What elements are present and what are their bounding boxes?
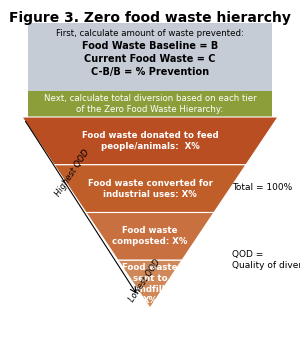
Text: Food waste donated to feed
people/animals:  X%: Food waste donated to feed people/animal… xyxy=(82,131,218,151)
Text: Food waste
composted: X%: Food waste composted: X% xyxy=(112,226,188,246)
Text: QOD =: QOD = xyxy=(232,250,263,260)
Polygon shape xyxy=(22,117,278,165)
Polygon shape xyxy=(54,165,246,212)
Text: Food waste
sent to
landfill:
X%: Food waste sent to landfill: X% xyxy=(122,263,178,305)
Text: Figure 3. Zero food waste hierarchy: Figure 3. Zero food waste hierarchy xyxy=(9,11,291,25)
Text: Lowest QOD: Lowest QOD xyxy=(128,258,162,304)
Polygon shape xyxy=(118,260,182,308)
Text: Highest QOD: Highest QOD xyxy=(53,148,91,198)
Text: Food Waste Baseline = B: Food Waste Baseline = B xyxy=(82,41,218,51)
Text: C-B/B = % Prevention: C-B/B = % Prevention xyxy=(91,67,209,77)
Text: Quality of diversion: Quality of diversion xyxy=(232,261,300,270)
Text: of the Zero Food Waste Hierarchy:: of the Zero Food Waste Hierarchy: xyxy=(76,105,224,114)
Text: First, calculate amount of waste prevented:: First, calculate amount of waste prevent… xyxy=(56,29,244,38)
Bar xyxy=(28,91,272,117)
Polygon shape xyxy=(86,212,214,260)
Bar xyxy=(28,23,272,91)
Text: Total = 100%: Total = 100% xyxy=(232,184,292,192)
Text: Food waste converted for
industrial uses: X%: Food waste converted for industrial uses… xyxy=(88,179,212,199)
Text: Next, calculate total diversion based on each tier: Next, calculate total diversion based on… xyxy=(44,94,256,103)
Text: Current Food Waste = C: Current Food Waste = C xyxy=(84,54,216,64)
